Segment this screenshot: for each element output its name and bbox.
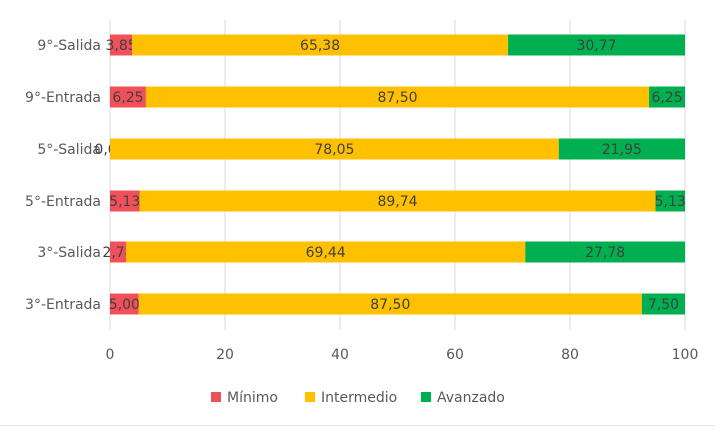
data-label: 21,95 [602,142,642,158]
x-tick-label: 60 [446,347,464,363]
x-tick-label: 40 [331,347,349,363]
bar-segment-intermedio [132,34,509,56]
data-label: 69,44 [306,245,346,261]
bar-segment-intermedio [145,86,650,108]
category-label: 9°-Entrada [25,90,101,106]
category-label: 3°-Salida [37,245,101,261]
data-label: 6,25 [112,90,143,106]
bar-segment-avanzado [649,86,685,108]
data-label: 87,50 [370,297,410,313]
legend-label: Avanzado [437,390,505,406]
bar-segment-avanzado [525,241,685,263]
data-label: 30,77 [576,38,616,54]
x-tick-label: 80 [561,347,579,363]
legend-swatch-mínimo [211,392,221,402]
data-label: 5,00 [109,297,140,313]
bar-segment-mínimo [110,34,133,56]
data-label: 7,50 [648,297,679,313]
category-label: 9°-Salida [37,38,101,54]
bar-segment-intermedio [125,241,526,263]
data-label: 87,50 [377,90,417,106]
category-label: 3°-Entrada [25,297,101,313]
bar-segment-intermedio [139,190,656,212]
data-label: 3,85 [105,38,136,54]
legend-label: Intermedio [321,390,397,406]
data-label: 6,25 [651,90,682,106]
bar-segment-mínimo [110,241,126,263]
bar-segment-avanzado [641,293,685,315]
legend-swatch-avanzado [421,392,431,402]
data-label: 89,74 [377,194,417,210]
bar-segment-avanzado [558,138,685,160]
bar-segment-mínimo [110,293,139,315]
data-label: 78,05 [314,142,354,158]
x-tick-label: 20 [216,347,234,363]
bar-segment-intermedio [138,293,642,315]
x-tick-label: 0 [106,347,115,363]
data-label: 2,78 [102,245,133,261]
data-label: 65,38 [300,38,340,54]
x-tick-label: 100 [672,347,699,363]
bar-segment-avanzado [508,34,685,56]
legend-swatch-intermedio [305,392,315,402]
bottom-divider [0,425,715,426]
data-label: 27,78 [585,245,625,261]
bar-segment-intermedio [110,138,559,160]
bar-segment-avanzado [655,190,685,212]
bar-segment-mínimo [110,86,146,108]
legend-label: Mínimo [227,390,278,406]
category-label: 5°-Entrada [25,194,101,210]
data-label: 5,13 [109,194,140,210]
category-label: 5°-Salida [37,142,101,158]
data-label: 5,13 [655,194,686,210]
bar-segment-mínimo [110,190,140,212]
